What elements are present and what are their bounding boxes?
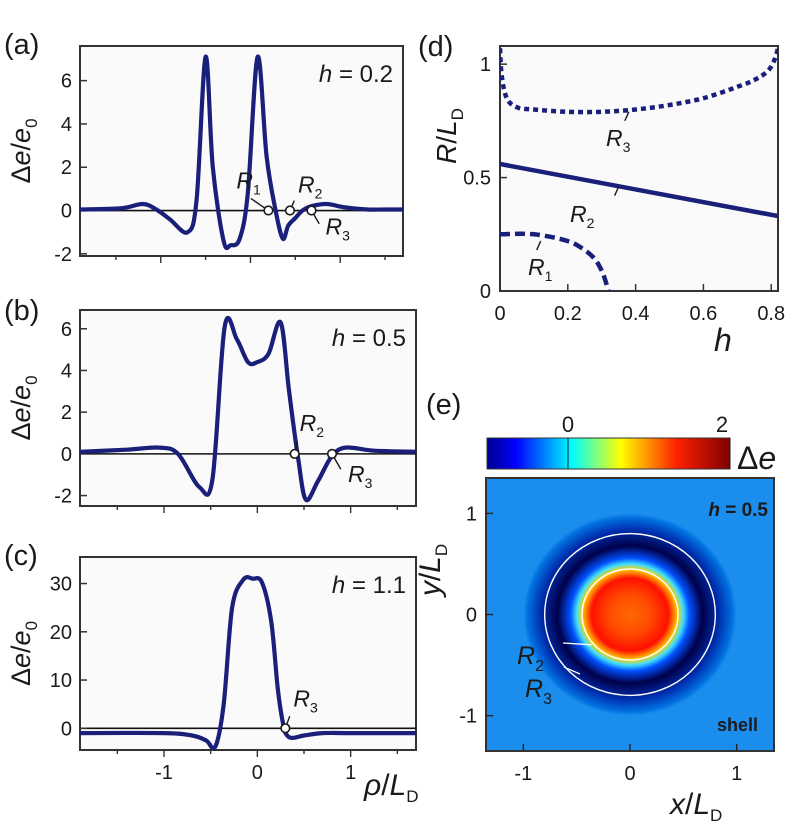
label-leader	[624, 111, 630, 122]
label-leader	[614, 186, 620, 196]
root-label-R1: R1	[236, 168, 261, 198]
root-marker	[263, 205, 274, 216]
leader-R2	[562, 642, 592, 646]
y-tick-label: 0	[466, 605, 477, 627]
y-tick-label: 1	[466, 503, 477, 525]
series-line	[80, 575, 416, 750]
root-marker	[306, 205, 317, 216]
plot-frame	[79, 45, 404, 257]
chart-panel-c: 0 10 20 30 -1 0 1 h = 1.1 Δe/e0 R3 ρ/LD	[6, 556, 419, 806]
y-tick-label: 0.5	[463, 168, 491, 190]
x-tick-label: 1	[345, 762, 356, 784]
plot-frame	[79, 556, 417, 751]
colorbar-tick-label: 0	[562, 412, 574, 437]
x-tick-label: 1	[731, 763, 742, 785]
y-tick-label: 4	[61, 114, 72, 136]
x-axis-label: x/LD	[668, 788, 722, 825]
h-annotation: h = 0.5	[708, 500, 768, 521]
y-axis-label: Δe/e0	[6, 375, 41, 440]
colorbar	[486, 437, 731, 470]
series-R2	[500, 161, 778, 219]
y-tick-label: 10	[50, 670, 72, 692]
root-label-R3: R3	[325, 214, 350, 244]
y-tick-label: 30	[50, 574, 72, 596]
y-axis-label: Δe/e0	[6, 118, 41, 183]
shell-label: shell	[717, 715, 758, 735]
x-tick-label: -1	[155, 762, 173, 784]
plot-frame	[79, 309, 417, 507]
panel-label-a: (a)	[4, 29, 39, 61]
x-tick-label: 0.6	[690, 303, 718, 325]
y-tick-label: 20	[50, 622, 72, 644]
colorbar-tick-label: 2	[716, 412, 728, 437]
root-label-R3: R3	[293, 685, 318, 715]
series-R1	[500, 231, 611, 291]
y-tick-label: 2	[61, 402, 72, 424]
leader-R3	[563, 666, 581, 675]
panel-label-b: (b)	[4, 295, 39, 327]
circle-label-R2: R2	[517, 642, 544, 675]
heatmap-blob	[523, 513, 737, 716]
root-label-R3: R3	[348, 461, 373, 491]
label-leader	[536, 240, 542, 251]
root-marker	[284, 205, 296, 216]
y-tick-label: -2	[54, 486, 72, 508]
y-tick-label: 4	[61, 360, 72, 382]
colorbar-label: Δe	[737, 440, 776, 476]
chart-panel-d: 0 0.5 1 0 0.2 0.4 0.6 0.8 R1 R2 R3 R/LD h	[431, 45, 785, 358]
series-R3	[500, 47, 778, 115]
x-tick-label: 0	[624, 763, 635, 785]
root-label-R2: R2	[298, 172, 323, 202]
x-tick-label: 0	[252, 762, 263, 784]
y-axis-label: Δe/e0	[6, 621, 41, 686]
y-tick-label: 0	[61, 718, 72, 740]
y-tick-label: -2	[54, 244, 72, 266]
y-tick-label: 0	[480, 281, 491, 303]
circle-label-R3: R3	[525, 675, 552, 708]
y-tick-label: -1	[459, 706, 477, 728]
y-tick-label: 2	[61, 157, 72, 179]
y-tick-label: 6	[61, 71, 72, 93]
circle-R3	[543, 532, 717, 697]
root-label-R2: R2	[300, 410, 325, 440]
series-line	[80, 315, 416, 503]
y-tick-label: 1	[480, 54, 491, 76]
y-tick-label: 0	[61, 444, 72, 466]
x-tick-label: 0.2	[554, 303, 582, 325]
y-axis-label: y/LD	[414, 544, 451, 598]
chart-panel-b: -2 0 2 4 6 h = 0.5 Δe/e0 R2 R3	[6, 309, 417, 513]
panel-label-c: (c)	[4, 540, 38, 572]
curve-label-R1: R1	[528, 254, 553, 284]
y-tick-label: 6	[61, 319, 72, 341]
curve-label-R2: R2	[570, 201, 595, 231]
y-axis-label: R/LD	[431, 108, 467, 164]
root-marker	[289, 448, 300, 459]
y-tick-label: 0	[61, 201, 72, 223]
circle-R2	[581, 568, 679, 661]
x-axis-label: h	[714, 322, 732, 358]
x-tick-label: 0.8	[757, 303, 785, 325]
series-line	[80, 54, 403, 251]
curve-label-R3: R3	[606, 125, 631, 155]
x-tick-label: 0	[494, 303, 505, 325]
h-annotation: h = 1.1	[332, 572, 406, 599]
x-tick-label: 0.4	[622, 303, 650, 325]
root-marker	[280, 723, 291, 734]
x-tick-label: -1	[514, 763, 532, 785]
panel-label-e: (e)	[426, 389, 461, 421]
h-annotation: h = 0.5	[332, 325, 406, 352]
root-marker	[326, 448, 338, 459]
panel-label-d: (d)	[418, 31, 453, 63]
h-annotation: h = 0.2	[319, 61, 393, 88]
x-axis-label: ρ/LD	[363, 769, 419, 806]
